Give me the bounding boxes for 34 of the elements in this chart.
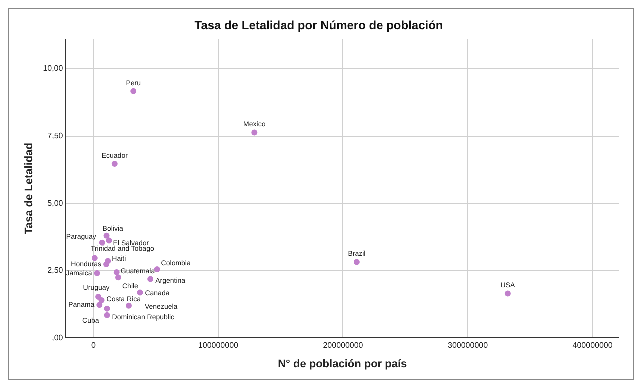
point <box>106 238 112 244</box>
point <box>112 161 118 168</box>
point <box>252 130 258 136</box>
point <box>96 302 103 308</box>
point <box>98 298 105 304</box>
point <box>92 255 98 262</box>
point <box>105 258 112 264</box>
y-tick-label: ,00 <box>52 333 64 342</box>
y-tick-label: 10,00 <box>43 64 64 74</box>
point <box>354 259 360 266</box>
point <box>137 290 144 296</box>
point <box>104 312 110 318</box>
point <box>96 294 102 300</box>
x-tick-label: 100000000 <box>198 341 240 350</box>
point <box>148 276 154 282</box>
point <box>126 302 132 309</box>
point <box>104 232 110 239</box>
y-tick-label: 2,50 <box>48 266 64 276</box>
point <box>504 290 511 297</box>
y-tick-label: 5,00 <box>48 198 64 208</box>
chart-title: Tasa de Letalidad por Número de población <box>194 18 444 33</box>
point <box>114 270 120 276</box>
x-tick-label: 300000000 <box>448 341 489 350</box>
x-axis-title: N° de población por país <box>278 358 408 370</box>
point <box>130 88 137 94</box>
y-tick-label: 7,50 <box>48 132 64 141</box>
point <box>99 240 106 246</box>
point <box>116 274 122 281</box>
x-tick-label: 400000000 <box>572 341 614 350</box>
point <box>104 306 110 312</box>
point <box>94 270 100 276</box>
x-tick-label: 200000000 <box>323 341 364 350</box>
x-tick-label: 0 <box>91 341 96 350</box>
y-axis-title: Tasa de Letalidad <box>24 143 36 235</box>
